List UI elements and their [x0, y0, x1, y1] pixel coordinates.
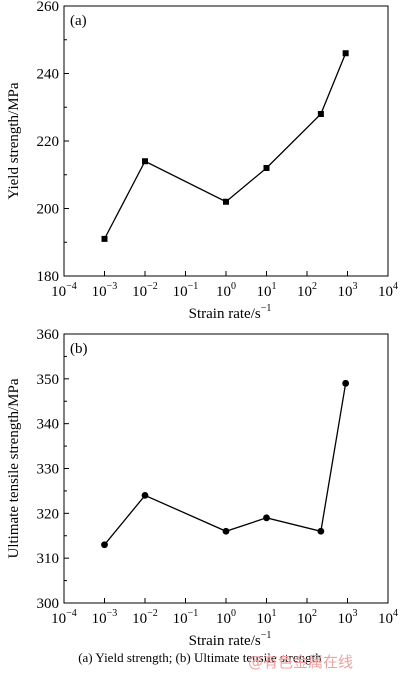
- data-point: [223, 198, 229, 205]
- data-point: [141, 492, 149, 499]
- y-tick-label: 310: [37, 551, 60, 567]
- plot-frame: [63, 333, 389, 604]
- x-tick-label: 10−1: [173, 608, 199, 627]
- y-tick-label: 240: [37, 67, 60, 83]
- chart-panel-b: 300 310 320 330 340 350 360 10−4 10−3 10−2 10−1 100…: [6, 327, 398, 649]
- x-tick-label: 100: [216, 608, 236, 627]
- x-tick-label: 101: [257, 608, 277, 627]
- watermark: @有色金属在线: [248, 653, 354, 671]
- x-tick-label: 10−1: [173, 281, 199, 300]
- x-tick-label: 10−4: [51, 281, 77, 300]
- figure-caption: (a) Yield strength; (b) Ultimate tensile…: [78, 650, 322, 665]
- data-point: [317, 111, 324, 117]
- x-tick-label: 102: [297, 281, 317, 300]
- panel-label: (a): [70, 13, 87, 29]
- x-tick-label: 10−4: [51, 608, 77, 627]
- y-tick-label: 200: [37, 202, 60, 218]
- y-tick-label: 360: [37, 327, 60, 343]
- y-tick-label: 350: [37, 372, 60, 388]
- y-tick-label: 330: [37, 462, 60, 478]
- y-tick-label: 340: [37, 417, 60, 433]
- x-tick-label: 103: [338, 281, 358, 300]
- x-tick-label: 100: [216, 281, 236, 300]
- data-point: [342, 50, 349, 57]
- data-point: [263, 514, 270, 522]
- x-tick-label: 102: [297, 608, 317, 627]
- series-line: [103, 53, 347, 240]
- y-axis-label: Yield strength/MPa: [6, 82, 22, 199]
- x-tick-label: 101: [257, 281, 277, 300]
- x-tick-label: 10−3: [92, 281, 118, 300]
- x-tick-label: 10−3: [92, 608, 118, 627]
- y-axis-label: Ultimate tensile strength/MPa: [6, 378, 22, 558]
- panel-label: (b): [70, 341, 88, 357]
- x-tick-label: 104: [378, 281, 398, 300]
- data-point: [101, 541, 108, 549]
- chart-panel-a: 180 200 220 240 260 10−4 10−3 10−2 10−1 100 101 102…: [6, 0, 398, 322]
- data-point: [222, 527, 230, 535]
- series-line: [103, 383, 347, 546]
- x-axis-label: Strain rate/s−1: [189, 303, 272, 322]
- y-tick-label: 220: [37, 134, 60, 150]
- x-tick-label: 10−2: [132, 608, 158, 627]
- y-tick-label: 300: [37, 596, 60, 612]
- y-tick-label: 180: [37, 269, 60, 285]
- data-point: [142, 158, 148, 165]
- data-point: [317, 527, 325, 535]
- y-tick-label: 260: [37, 0, 60, 15]
- data-point: [101, 235, 108, 242]
- x-tick-label: 10−2: [132, 281, 158, 300]
- data-point: [342, 379, 350, 387]
- x-tick-label: 103: [338, 608, 358, 627]
- data-point: [263, 165, 270, 171]
- x-axis-label: Strain rate/s−1: [189, 630, 272, 649]
- y-tick-label: 320: [37, 506, 60, 522]
- x-tick-label: 104: [378, 608, 398, 627]
- plot-frame: [63, 5, 389, 277]
